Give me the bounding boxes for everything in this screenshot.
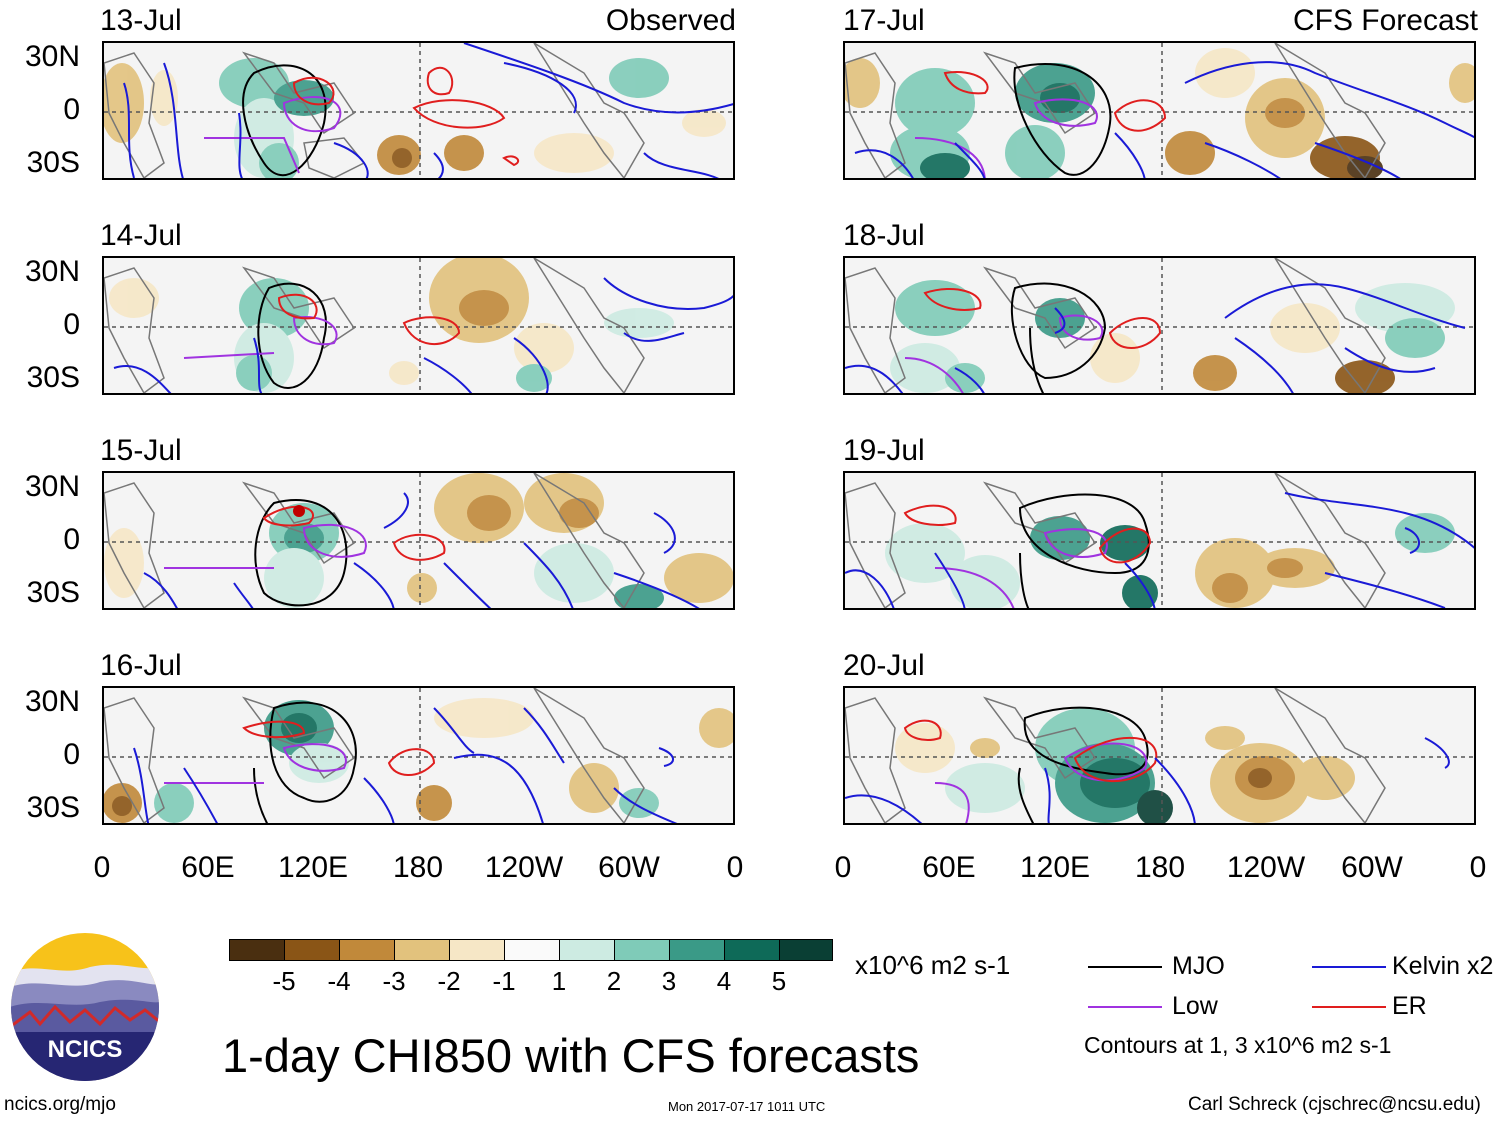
- lat-label: 30N: [24, 470, 80, 503]
- lon-label: 120E: [1019, 851, 1091, 884]
- lat-label: 30S: [26, 361, 80, 394]
- colorbar-swatch: [559, 939, 615, 961]
- lon-label: 180: [1134, 851, 1186, 884]
- page-title: 1-day CHI850 with CFS forecasts: [222, 1029, 920, 1082]
- colorbar-swatch: [449, 939, 505, 961]
- legend-kelvin-line: [1312, 966, 1386, 968]
- colorbar-label: 4: [716, 966, 732, 996]
- panel-date: 14-Jul: [100, 219, 182, 252]
- panel-date: 18-Jul: [843, 219, 925, 252]
- lon-label: 0: [726, 851, 744, 884]
- colorbar-swatch: [779, 939, 833, 961]
- lon-label: 0: [93, 851, 111, 884]
- legend-kelvin-label: Kelvin x2: [1392, 952, 1494, 980]
- map-panel-18jul: [843, 256, 1476, 395]
- colorbar-swatch: [284, 939, 340, 961]
- panel-date: 19-Jul: [843, 434, 925, 467]
- lon-label: 120E: [277, 851, 349, 884]
- panel-date: 17-Jul: [843, 4, 925, 37]
- lon-label: 60W: [598, 851, 660, 884]
- lat-label: 0: [63, 93, 80, 126]
- lat-label: 0: [63, 738, 80, 771]
- colorbar-label: -3: [382, 966, 406, 996]
- lon-label: 60E: [181, 851, 235, 884]
- lon-label: 120W: [1226, 851, 1306, 884]
- legend-er-line: [1312, 1006, 1386, 1008]
- panel-date: 13-Jul: [100, 4, 182, 37]
- legend-low-line: [1088, 1006, 1162, 1008]
- colorbar-swatch: [339, 939, 395, 961]
- colorbar-label: -1: [492, 966, 516, 996]
- colorbar-label: 5: [771, 966, 787, 996]
- colorbar-swatch: [724, 939, 780, 961]
- lat-label: 30N: [24, 685, 80, 718]
- lat-label: 30N: [24, 255, 80, 288]
- map-panel-15jul: [102, 471, 735, 610]
- colorbar-swatch: [614, 939, 670, 961]
- map-panel-17jul: [843, 41, 1476, 180]
- map-panel-14jul: [102, 256, 735, 395]
- lon-label: 120W: [484, 851, 564, 884]
- ncics-logo: NCICS: [10, 932, 160, 1082]
- footer-credit: Carl Schreck (cjschrec@ncsu.edu): [1188, 1094, 1481, 1115]
- panel-date: 20-Jul: [843, 649, 925, 682]
- legend-er-label: ER: [1392, 992, 1427, 1020]
- footer-url: ncics.org/mjo: [4, 1094, 116, 1115]
- forecast-label: CFS Forecast: [1292, 4, 1478, 37]
- colorbar-label: -4: [327, 966, 351, 996]
- lat-label: 0: [63, 523, 80, 556]
- map-panel-16jul: [102, 686, 735, 825]
- panel-date: 16-Jul: [100, 649, 182, 682]
- lon-label: 180: [392, 851, 444, 884]
- map-panel-19jul: [843, 471, 1476, 610]
- lat-label: 0: [63, 308, 80, 341]
- lat-label: 30N: [24, 40, 80, 73]
- logo-text: NCICS: [48, 1036, 123, 1063]
- legend-mjo-line: [1088, 966, 1162, 968]
- map-panel-13jul: [102, 41, 735, 180]
- colorbar-swatch: [394, 939, 450, 961]
- lon-label: 60E: [922, 851, 976, 884]
- legend-low-label: Low: [1172, 992, 1218, 1020]
- colorbar-label: -2: [437, 966, 461, 996]
- colorbar-label: 2: [606, 966, 622, 996]
- colorbar-swatch: [504, 939, 560, 961]
- lon-label: 0: [1469, 851, 1487, 884]
- lat-label: 30S: [26, 791, 80, 824]
- colorbar-units: x10^6 m2 s-1: [855, 950, 1011, 980]
- lon-label: 0: [834, 851, 852, 884]
- legend-mjo-label: MJO: [1172, 952, 1225, 980]
- observed-label: Observed: [605, 4, 736, 37]
- colorbar-swatch: [669, 939, 725, 961]
- lon-label: 60W: [1341, 851, 1403, 884]
- legend-contours-note: Contours at 1, 3 x10^6 m2 s-1: [1084, 1032, 1392, 1058]
- lat-label: 30S: [26, 146, 80, 179]
- lat-label: 30S: [26, 576, 80, 609]
- colorbar-label: -5: [272, 966, 296, 996]
- panel-date: 15-Jul: [100, 434, 182, 467]
- colorbar-label: 1: [551, 966, 567, 996]
- colorbar-label: 3: [661, 966, 677, 996]
- colorbar-swatch: [229, 939, 285, 961]
- map-panel-20jul: [843, 686, 1476, 825]
- footer-timestamp: Mon 2017-07-17 1011 UTC: [668, 1099, 826, 1114]
